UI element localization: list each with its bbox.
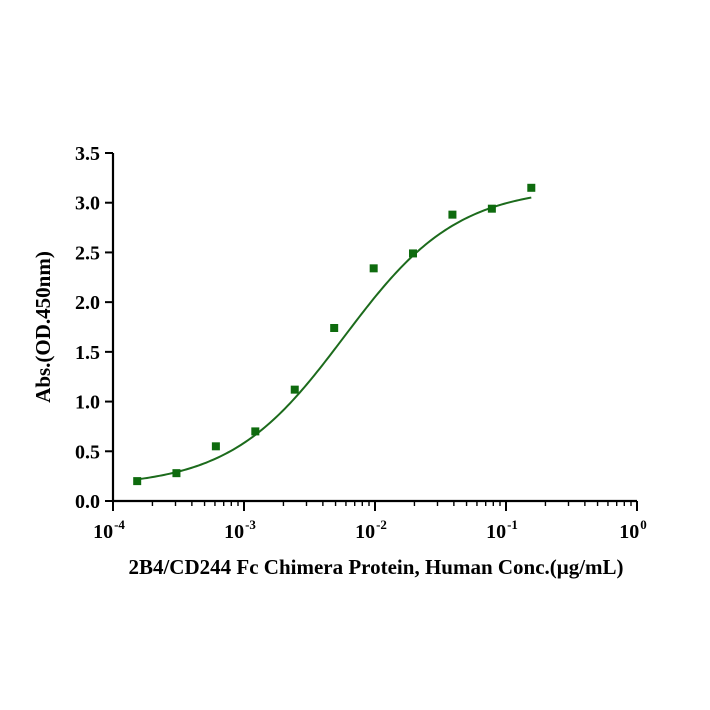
data-point <box>290 385 299 394</box>
fit-curve <box>137 196 532 481</box>
x-tick-label: 10-1 <box>486 517 518 543</box>
y-tick-label: 1.5 <box>75 342 100 364</box>
y-axis-ticks: 0.0 0.5 1.0 1.5 2.0 2.5 3.0 3.5 <box>75 143 113 513</box>
data-point <box>487 204 496 213</box>
x-axis-title: 2B4/CD244 Fc Chimera Protein, Human Conc… <box>128 555 623 579</box>
data-points <box>133 183 536 486</box>
data-point <box>527 183 536 192</box>
y-tick-label: 3.5 <box>75 143 100 165</box>
data-point <box>448 210 457 219</box>
data-point <box>133 477 142 486</box>
x-tick-label: 10-2 <box>355 517 387 543</box>
x-tick-label: 10-3 <box>224 517 256 543</box>
y-tick-label: 1.0 <box>75 392 100 414</box>
y-tick-label: 3.0 <box>75 193 100 215</box>
y-tick-label: 0.0 <box>75 491 100 513</box>
y-axis-title: Abs.(OD.450nm) <box>31 251 55 403</box>
x-tick-label: 100 <box>619 517 647 543</box>
data-point <box>172 469 181 478</box>
axes <box>111 153 637 503</box>
data-point <box>330 323 339 332</box>
data-point <box>211 442 220 451</box>
data-point <box>251 427 260 436</box>
y-tick-label: 2.5 <box>75 242 100 264</box>
y-tick-label: 2.0 <box>75 292 100 314</box>
data-point <box>369 264 378 273</box>
y-tick-label: 0.5 <box>75 441 100 463</box>
data-point <box>408 249 417 258</box>
x-tick-label: 10-4 <box>93 517 125 543</box>
x-axis-ticks: 10-4 10-3 10-2 10-1 100 <box>93 501 647 543</box>
